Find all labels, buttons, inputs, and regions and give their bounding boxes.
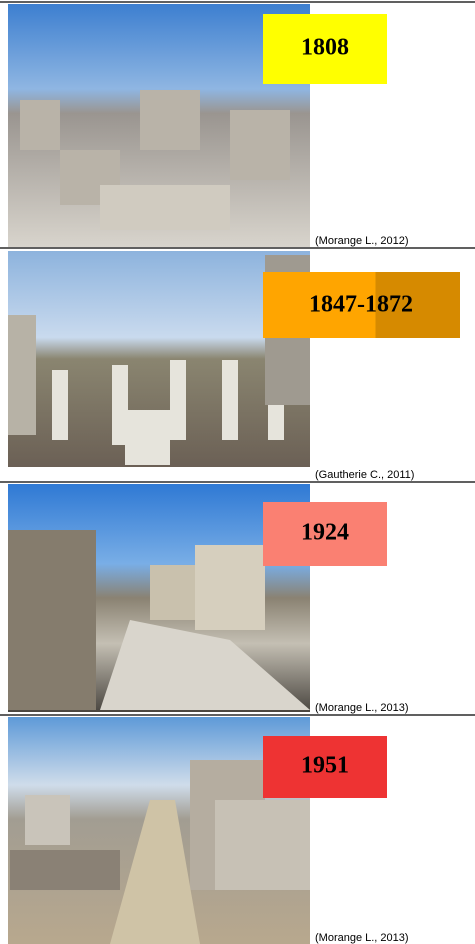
panel: 1924 (Morange L., 2013) (8, 484, 409, 714)
panel: 1847-1872 (Gautherie C., 2011) (8, 251, 460, 481)
panel: 1808 (Morange L., 2012) (8, 4, 409, 247)
credit: (Gautherie C., 2011) (315, 469, 414, 481)
credit: (Morange L., 2013) (315, 702, 409, 714)
year: 1847-1872 (309, 292, 413, 318)
credit: (Morange L., 2012) (315, 235, 409, 247)
year: 1808 (301, 35, 349, 61)
figure: 1808 (Morange L., 2012) 1847-1872 (Gauth… (0, 0, 475, 944)
panel: 1951 (Morange L., 2013) (8, 717, 409, 944)
year: 1951 (301, 753, 349, 779)
year: 1924 (301, 520, 349, 546)
credit: (Morange L., 2013) (315, 932, 409, 944)
